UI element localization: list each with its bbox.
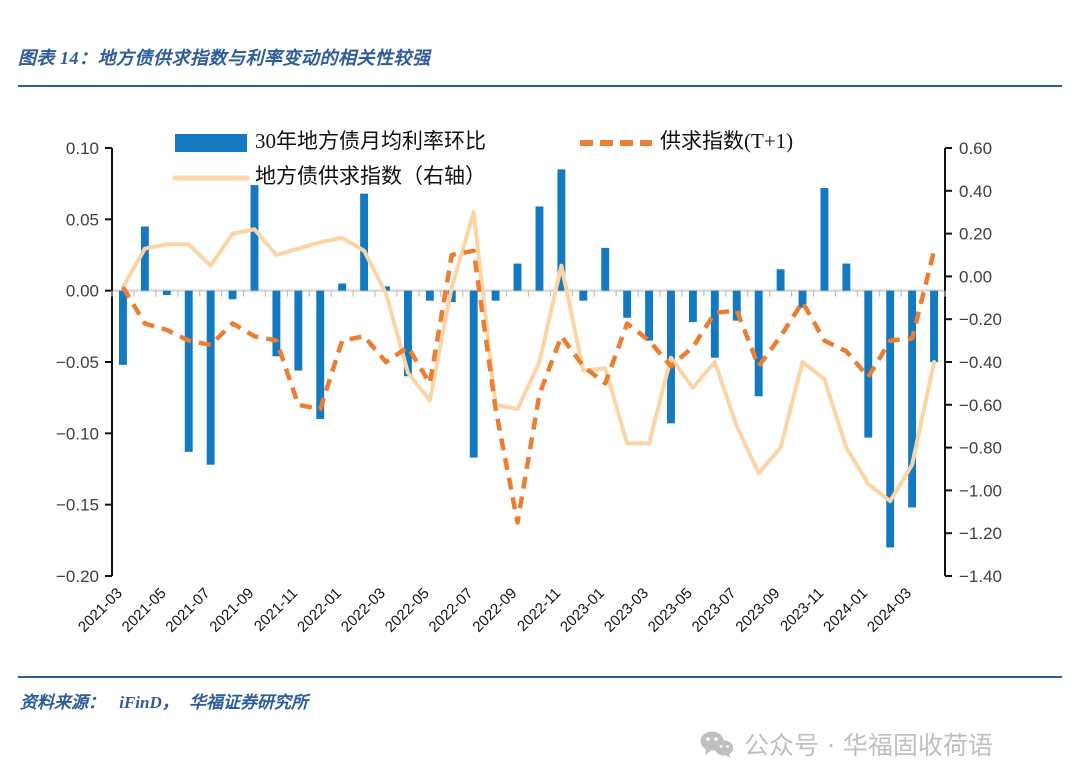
bar xyxy=(645,290,654,341)
bar xyxy=(820,187,829,291)
source-divider xyxy=(18,676,1062,678)
left-axis-tick: −0.20 xyxy=(56,567,99,586)
bar xyxy=(688,290,697,323)
x-axis-tick-label: 2022-09 xyxy=(469,585,520,636)
right-axis-tick: −0.60 xyxy=(959,396,1002,415)
right-axis-tick: −1.00 xyxy=(959,481,1002,500)
bar xyxy=(842,263,851,291)
x-axis-tick-label: 2021-03 xyxy=(75,585,126,636)
x-axis-tick-label: 2021-05 xyxy=(119,585,170,636)
supply-demand-index-t1-line xyxy=(121,248,937,525)
bar xyxy=(908,290,917,508)
wechat-icon xyxy=(700,731,734,758)
right-axis-tick: 0.60 xyxy=(959,139,992,158)
right-axis-tick: −1.40 xyxy=(959,567,1002,586)
source-provider: iFinD， xyxy=(119,693,179,712)
bar xyxy=(579,290,588,301)
x-axis-tick-label: 2023-07 xyxy=(689,585,740,636)
chart-legend: 30年地方债月均利率环比 供求指数(T+1) 地方债供求指数（右轴） xyxy=(172,129,793,188)
x-axis-tick-label: 2022-05 xyxy=(382,585,433,636)
x-axis-tick-label: 2022-07 xyxy=(426,585,477,636)
right-axis-tick: −0.20 xyxy=(959,310,1002,329)
x-axis-tick-label: 2021-09 xyxy=(206,585,257,636)
bar xyxy=(338,283,347,291)
source-label: 资料来源： xyxy=(20,693,105,712)
bar xyxy=(272,290,281,357)
left-axis-tick: −0.05 xyxy=(56,353,99,372)
x-axis-tick-label: 2022-03 xyxy=(338,585,389,636)
x-axis-tick-label: 2021-07 xyxy=(162,585,213,636)
bar xyxy=(798,290,807,308)
watermark-text: 公众号 · 华福固收荷语 xyxy=(744,731,993,760)
x-axis-tick-label: 2022-01 xyxy=(294,585,345,636)
bar xyxy=(206,290,215,465)
bar xyxy=(557,169,566,291)
bar xyxy=(754,290,763,397)
x-axis-tick-label: 2021-11 xyxy=(251,585,301,635)
bar xyxy=(535,206,544,291)
supply-demand-index-line xyxy=(120,210,937,504)
bar xyxy=(119,290,127,365)
legend-label-solid: 地方债供求指数（右轴） xyxy=(255,164,486,188)
bar xyxy=(294,290,303,371)
bar xyxy=(250,185,259,291)
bar xyxy=(382,286,390,291)
bar xyxy=(491,290,500,301)
bar xyxy=(513,263,522,291)
left-axis-tick: 0.00 xyxy=(66,282,99,301)
right-axis-tick: 0.00 xyxy=(959,267,992,286)
right-axis-tick: 0.40 xyxy=(959,182,992,201)
legend-label-bars: 30年地方债月均利率环比 xyxy=(255,129,486,153)
bar xyxy=(930,290,938,362)
bar xyxy=(776,269,785,291)
bar xyxy=(886,290,895,548)
source-institute: 华福证券研究所 xyxy=(189,693,309,712)
right-axis-tick: 0.20 xyxy=(959,225,992,244)
bar xyxy=(623,290,632,318)
combo-chart: 0.10 0.05 0.00 −0.05 −0.10 −0.15 −0.20 0.60 0.40… xyxy=(56,129,1002,636)
bar xyxy=(360,193,369,291)
x-axis-tick-label: 2023-01 xyxy=(557,585,608,636)
x-axis-tick-label: 2023-09 xyxy=(732,585,783,636)
left-axis-tick: −0.10 xyxy=(56,424,99,443)
bar xyxy=(162,290,171,295)
bar xyxy=(732,290,741,321)
legend-label-dashed: 供求指数(T+1) xyxy=(660,129,793,153)
bar xyxy=(184,290,193,452)
legend-swatch-bar xyxy=(175,134,247,152)
bar xyxy=(140,226,149,291)
bar xyxy=(710,290,719,358)
x-axis-tick-label: 2024-03 xyxy=(864,585,915,636)
bar xyxy=(403,290,412,377)
x-axis-tick-label: 2023-03 xyxy=(601,585,652,636)
source-note: 资料来源： iFinD， 华福证券研究所 xyxy=(20,688,308,713)
x-axis-tick-label: 2023-05 xyxy=(645,585,696,636)
bar xyxy=(425,290,434,301)
bar xyxy=(469,290,478,458)
bar xyxy=(864,290,873,438)
right-axis-tick: −0.40 xyxy=(959,353,1002,372)
right-axis-tick: −1.20 xyxy=(959,524,1002,543)
bar xyxy=(228,290,237,300)
left-axis-tick: 0.10 xyxy=(66,139,99,158)
watermark: 公众号 · 华福固收荷语 xyxy=(700,726,993,762)
left-axis-tick: −0.15 xyxy=(56,496,99,515)
figure-title: 图表 14：地方债供求指数与利率变动的相关性较强 xyxy=(18,48,431,68)
x-axis-tick-label: 2022-11 xyxy=(514,585,564,635)
chart-container: 0.10 0.05 0.00 −0.05 −0.10 −0.15 −0.20 0.60 0.40… xyxy=(0,88,1080,668)
left-axis-tick: 0.05 xyxy=(66,210,99,229)
title-divider xyxy=(18,85,1062,87)
bar xyxy=(601,247,610,291)
right-axis-tick: −0.80 xyxy=(959,439,1002,458)
bar xyxy=(316,290,325,420)
x-axis-tick-label: 2024-01 xyxy=(820,585,871,636)
bar-series xyxy=(119,169,938,548)
x-axis-tick-label: 2023-11 xyxy=(777,585,827,635)
